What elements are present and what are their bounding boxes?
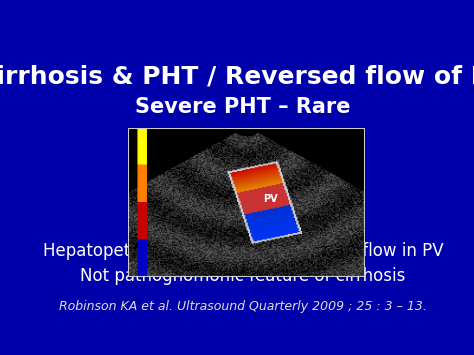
Text: Severe PHT – Rare: Severe PHT – Rare: [135, 97, 351, 117]
Text: Cirrhosis & PHT / Reversed flow of PV: Cirrhosis & PHT / Reversed flow of PV: [0, 65, 474, 88]
Text: Hepatopetal flow in HA & hepatofugal flow in PV: Hepatopetal flow in HA & hepatofugal flo…: [43, 242, 443, 260]
Text: Not pathognomonic feature of cirrhosis: Not pathognomonic feature of cirrhosis: [80, 267, 406, 285]
Text: PV: PV: [263, 195, 277, 204]
Bar: [128, 128, 365, 277]
Text: Robinson KA et al. Ultrasound Quarterly 2009 ; 25 : 3 – 13.: Robinson KA et al. Ultrasound Quarterly …: [59, 300, 427, 312]
